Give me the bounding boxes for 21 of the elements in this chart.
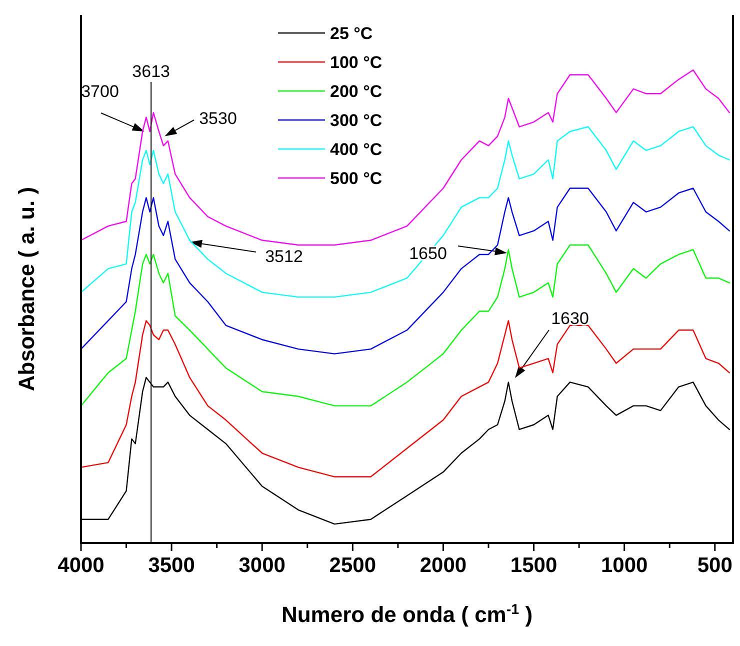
x-tick-label: 2500 <box>329 554 376 577</box>
x-tick-label: 3000 <box>238 554 286 577</box>
annotation: 1630 <box>551 309 589 328</box>
legend-label: 100 °C <box>330 53 382 72</box>
annotation: 3512 <box>265 247 303 266</box>
annotation: 3700 <box>81 82 119 101</box>
legend-label: 25 °C <box>330 24 373 43</box>
legend-label: 200 °C <box>330 82 382 101</box>
x-tick-label: 1000 <box>600 554 648 577</box>
legend-label: 400 °C <box>330 140 382 159</box>
x-tick-label: 2000 <box>420 554 467 577</box>
ref-line-label: 3613 <box>132 62 170 81</box>
x-axis-title: Numero de onda ( cm$^{-1}$ ) <box>281 602 533 627</box>
x-tick-label: 3500 <box>148 554 195 577</box>
x-tick-label: 4000 <box>58 554 104 577</box>
legend-label: 500 °C <box>330 169 382 188</box>
legend-label: 300 °C <box>330 111 382 130</box>
x-tick-label: 500 <box>697 554 732 577</box>
x-tick-label: 1500 <box>510 554 558 577</box>
y-axis-title: Absorbance ( a. u. ) <box>14 186 39 392</box>
annotation: 3530 <box>199 109 237 128</box>
